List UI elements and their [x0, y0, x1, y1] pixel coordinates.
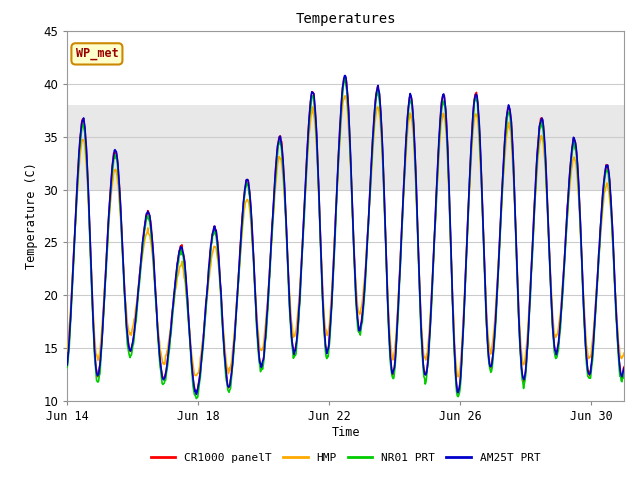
HMP	[455, 374, 463, 380]
NR01 PRT	[127, 352, 134, 358]
NR01 PRT	[340, 75, 348, 81]
Line: AM25T PRT: AM25T PRT	[67, 76, 624, 395]
CR1000 panelT	[620, 364, 628, 370]
NR01 PRT	[138, 249, 146, 255]
AM25T PRT	[193, 392, 200, 397]
AM25T PRT	[341, 73, 349, 79]
AM25T PRT	[127, 348, 134, 354]
AM25T PRT	[138, 241, 146, 247]
CR1000 panelT	[341, 74, 349, 80]
AM25T PRT	[620, 365, 628, 371]
CR1000 panelT	[399, 192, 407, 197]
Title: Temperatures: Temperatures	[295, 12, 396, 26]
Line: HMP: HMP	[67, 96, 624, 377]
NR01 PRT	[176, 251, 184, 257]
NR01 PRT	[63, 365, 71, 371]
HMP	[620, 350, 628, 356]
Line: CR1000 panelT: CR1000 panelT	[67, 77, 624, 393]
HMP	[353, 285, 360, 291]
AM25T PRT	[490, 337, 498, 343]
X-axis label: Time: Time	[332, 426, 360, 439]
Line: NR01 PRT: NR01 PRT	[67, 78, 624, 398]
HMP	[138, 252, 146, 258]
NR01 PRT	[400, 182, 408, 188]
AM25T PRT	[353, 308, 361, 313]
Text: WP_met: WP_met	[76, 48, 118, 60]
Legend: CR1000 panelT, HMP, NR01 PRT, AM25T PRT: CR1000 panelT, HMP, NR01 PRT, AM25T PRT	[147, 449, 545, 468]
CR1000 panelT	[454, 390, 462, 396]
Bar	[67, 105, 624, 190]
CR1000 panelT	[490, 337, 498, 343]
HMP	[399, 199, 407, 204]
HMP	[127, 330, 134, 336]
AM25T PRT	[63, 362, 71, 368]
HMP	[63, 348, 71, 354]
AM25T PRT	[176, 247, 184, 252]
HMP	[490, 325, 498, 331]
HMP	[176, 264, 184, 269]
NR01 PRT	[353, 313, 361, 319]
CR1000 panelT	[138, 245, 146, 251]
NR01 PRT	[620, 370, 628, 376]
CR1000 panelT	[176, 246, 184, 252]
NR01 PRT	[193, 396, 200, 401]
NR01 PRT	[490, 341, 498, 347]
CR1000 panelT	[127, 348, 134, 354]
Y-axis label: Temperature (C): Temperature (C)	[25, 163, 38, 269]
AM25T PRT	[400, 178, 408, 184]
CR1000 panelT	[353, 297, 360, 303]
CR1000 panelT	[63, 360, 71, 366]
HMP	[341, 93, 349, 99]
